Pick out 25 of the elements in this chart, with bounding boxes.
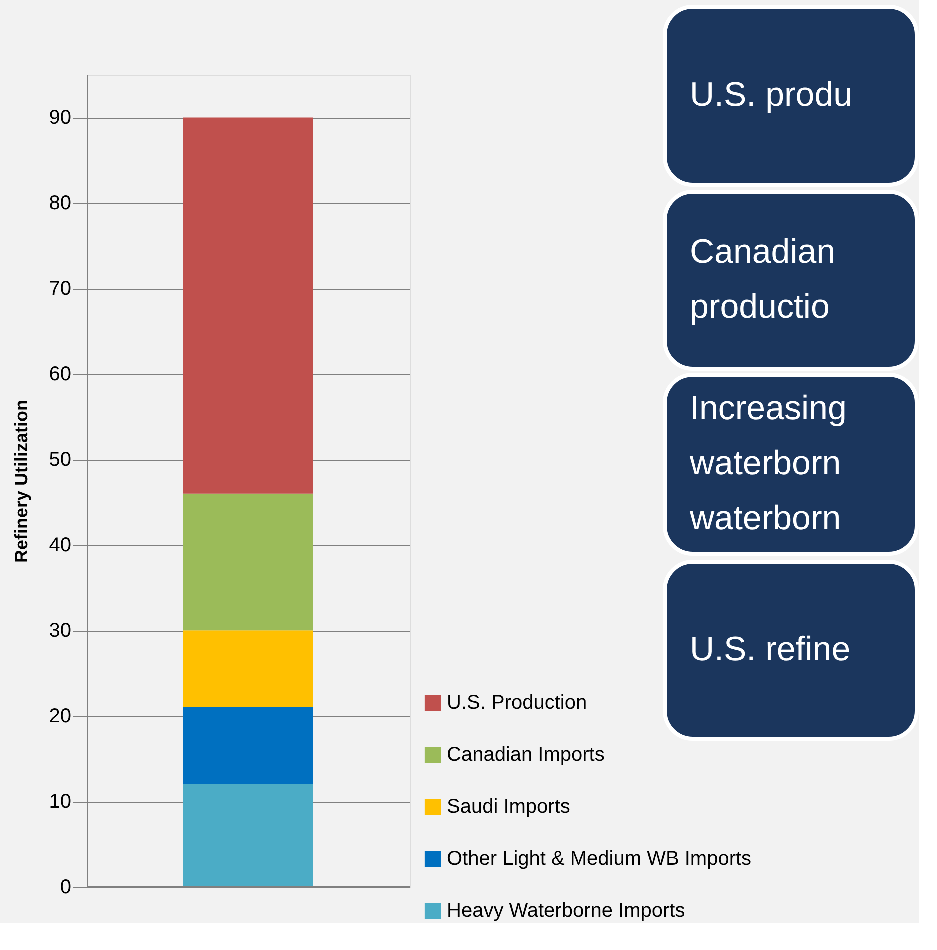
y-tick-label: 30 [49, 620, 72, 642]
legend-label: Heavy Waterborne Imports [447, 900, 686, 922]
y-tick-label: 10 [49, 791, 72, 814]
y-tick-label: 0 [60, 876, 72, 898]
legend-label: Saudi Imports [447, 796, 570, 818]
legend-label: Canadian Imports [447, 744, 605, 766]
text: Increasing waterborn waterborn [689, 390, 847, 538]
text: Canadian productio [690, 233, 836, 326]
text: U.S. refine [690, 630, 851, 668]
y-tick-label: 40 [49, 534, 72, 557]
y-tick-label: 50 [49, 449, 72, 472]
y-axis-title: Refinery Utilization [11, 400, 32, 564]
y-tick-label: 70 [49, 278, 72, 300]
text: U.S. produ [690, 76, 853, 114]
legend-label: Other Light & Medium WB Imports [447, 848, 752, 870]
bar [184, 494, 314, 631]
y-tick-label: 20 [49, 706, 72, 728]
bar [184, 630, 314, 708]
bar [184, 784, 314, 887]
legend-label: U.S. Production [447, 692, 588, 714]
bar [184, 708, 314, 784]
y-tick-label: 80 [49, 192, 72, 215]
bar [184, 118, 314, 494]
y-tick-label: 90 [49, 107, 72, 130]
y-tick-label: 60 [49, 364, 72, 386]
